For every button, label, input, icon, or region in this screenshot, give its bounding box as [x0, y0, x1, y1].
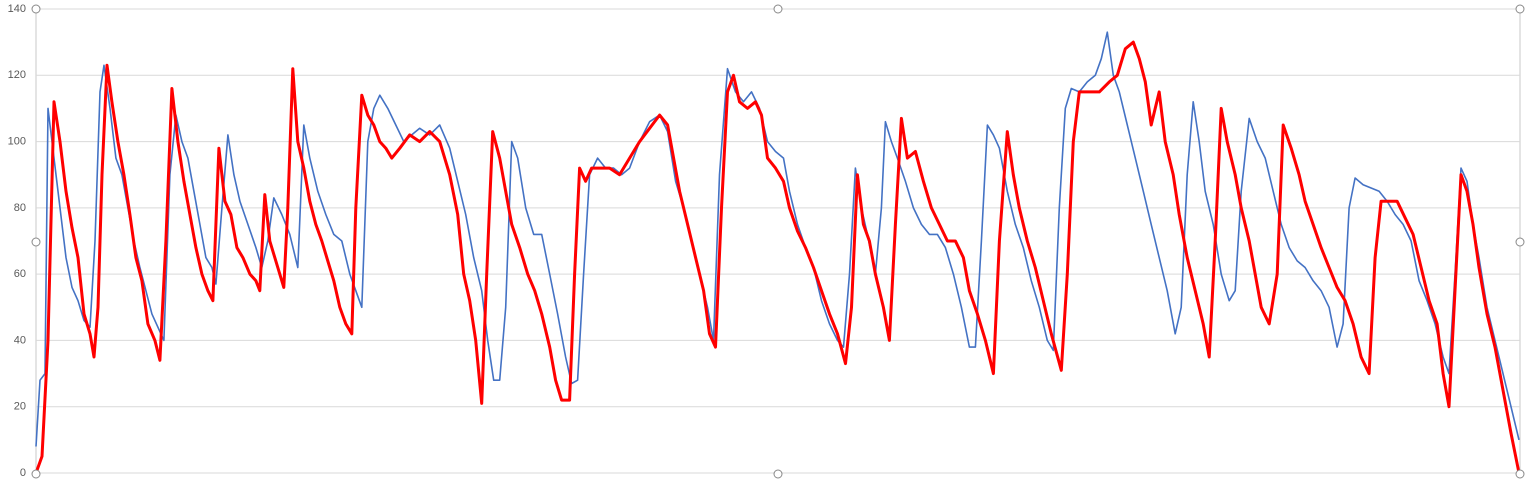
y-tick-label: 0: [20, 467, 26, 479]
handle[interactable]: [773, 469, 783, 479]
handle[interactable]: [773, 4, 783, 14]
handle[interactable]: [31, 4, 41, 14]
chart-frame: [35, 8, 1521, 474]
y-tick-label: 60: [14, 268, 26, 280]
data-line: [34, 40, 1521, 474]
y-tick-label: 140: [8, 3, 26, 15]
y-tick-label: 80: [14, 202, 26, 214]
y-tick-label: 20: [14, 401, 26, 413]
handle[interactable]: [1515, 469, 1525, 479]
y-tick-label: 40: [14, 334, 26, 346]
data-line: [35, 31, 1520, 447]
handle[interactable]: [31, 469, 41, 479]
y-tick-label: 120: [8, 69, 26, 81]
y-tick-label: 100: [8, 135, 26, 147]
handle[interactable]: [31, 237, 41, 247]
selection-handles: [31, 4, 1525, 479]
handle[interactable]: [1515, 237, 1525, 247]
handle[interactable]: [1515, 4, 1525, 14]
